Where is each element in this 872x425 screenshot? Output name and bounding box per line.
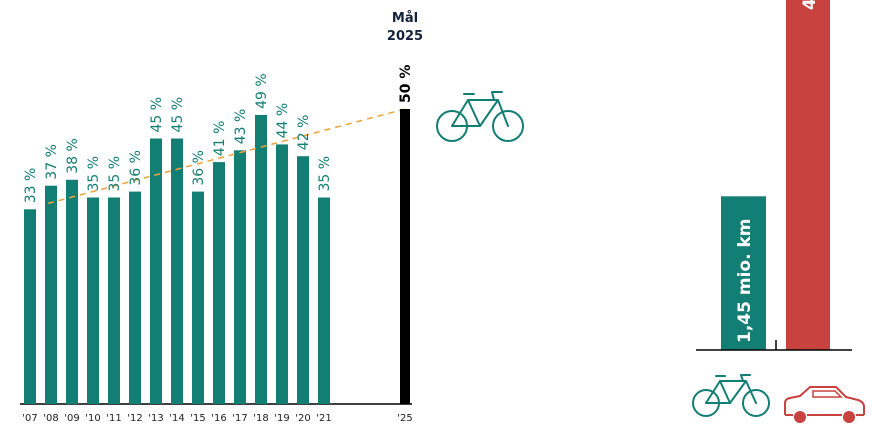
value-label-18: 49 % bbox=[254, 73, 270, 109]
bar-11 bbox=[108, 197, 120, 404]
bicycle-icon bbox=[692, 374, 770, 417]
bar-15 bbox=[192, 191, 204, 404]
x-tick-label-20: '20 bbox=[295, 413, 310, 424]
x-tick-label-07: '07 bbox=[22, 413, 37, 424]
value-label-15: 36 % bbox=[191, 150, 207, 186]
x-tick-label-14: '14 bbox=[169, 413, 184, 424]
bar-13 bbox=[150, 138, 162, 404]
value-label-10: 35 % bbox=[86, 156, 102, 192]
bar-08 bbox=[45, 185, 57, 404]
distance-comparison-chart: 1,45 mio. km 4 bbox=[692, 0, 865, 423]
bar-07 bbox=[24, 209, 36, 404]
goal-bar bbox=[400, 109, 410, 404]
car-icon bbox=[784, 386, 865, 423]
bar-16 bbox=[213, 162, 225, 404]
bar-18 bbox=[255, 114, 267, 405]
bar-19 bbox=[276, 144, 288, 404]
value-label-12: 36 % bbox=[128, 150, 144, 186]
x-tick-label-19: '19 bbox=[274, 413, 289, 424]
bike-share-bar-chart: 33 % 37 % 38 % 35 % 35 % 36 % 45 % 45 % 36 % 41 %… bbox=[20, 11, 524, 424]
value-label-19: 44 % bbox=[275, 103, 291, 139]
x-tick-label-18: '18 bbox=[253, 413, 268, 424]
bar-21 bbox=[318, 197, 330, 404]
value-label-14: 45 % bbox=[170, 97, 186, 133]
bar-12 bbox=[129, 191, 141, 404]
car-distance-label: 4 bbox=[800, 0, 820, 10]
x-tick-label-09: '09 bbox=[64, 413, 79, 424]
value-label-13: 45 % bbox=[149, 97, 165, 133]
value-label-09: 38 % bbox=[65, 138, 81, 174]
value-label-17: 43 % bbox=[233, 109, 249, 145]
goal-title-line2: 2025 bbox=[387, 29, 423, 44]
x-tick-label-16: '16 bbox=[211, 413, 226, 424]
value-label-21: 35 % bbox=[317, 156, 333, 192]
x-tick-label-13: '13 bbox=[148, 413, 163, 424]
x-tick-label-goal: '25 bbox=[397, 413, 412, 424]
x-tick-label-11: '11 bbox=[106, 413, 121, 424]
bicycle-distance-label: 1,45 mio. km bbox=[735, 219, 755, 343]
x-tick-label-12: '12 bbox=[127, 413, 142, 424]
bar-10 bbox=[87, 197, 99, 404]
bar-14 bbox=[171, 138, 183, 404]
bar-17 bbox=[234, 150, 246, 404]
x-tick-label-15: '15 bbox=[190, 413, 205, 424]
goal-title-line1: Mål bbox=[392, 11, 418, 26]
value-label-08: 37 % bbox=[44, 144, 60, 180]
x-tick-label-10: '10 bbox=[85, 413, 100, 424]
value-label-20: 42 % bbox=[296, 115, 312, 151]
bicycle-distance-bar bbox=[721, 196, 766, 350]
x-tick-label-17: '17 bbox=[232, 413, 247, 424]
x-tick-label-21: '21 bbox=[316, 413, 331, 424]
value-label-11: 35 % bbox=[107, 156, 123, 192]
bar-20 bbox=[297, 156, 309, 404]
goal-value-label: 50 % bbox=[398, 65, 414, 103]
x-tick-label-08: '08 bbox=[43, 413, 58, 424]
bar-09 bbox=[66, 179, 78, 404]
bicycle-icon bbox=[436, 91, 524, 142]
car-distance-bar bbox=[786, 0, 830, 350]
value-label-16: 41 % bbox=[212, 121, 228, 157]
value-label-07: 33 % bbox=[23, 168, 39, 204]
